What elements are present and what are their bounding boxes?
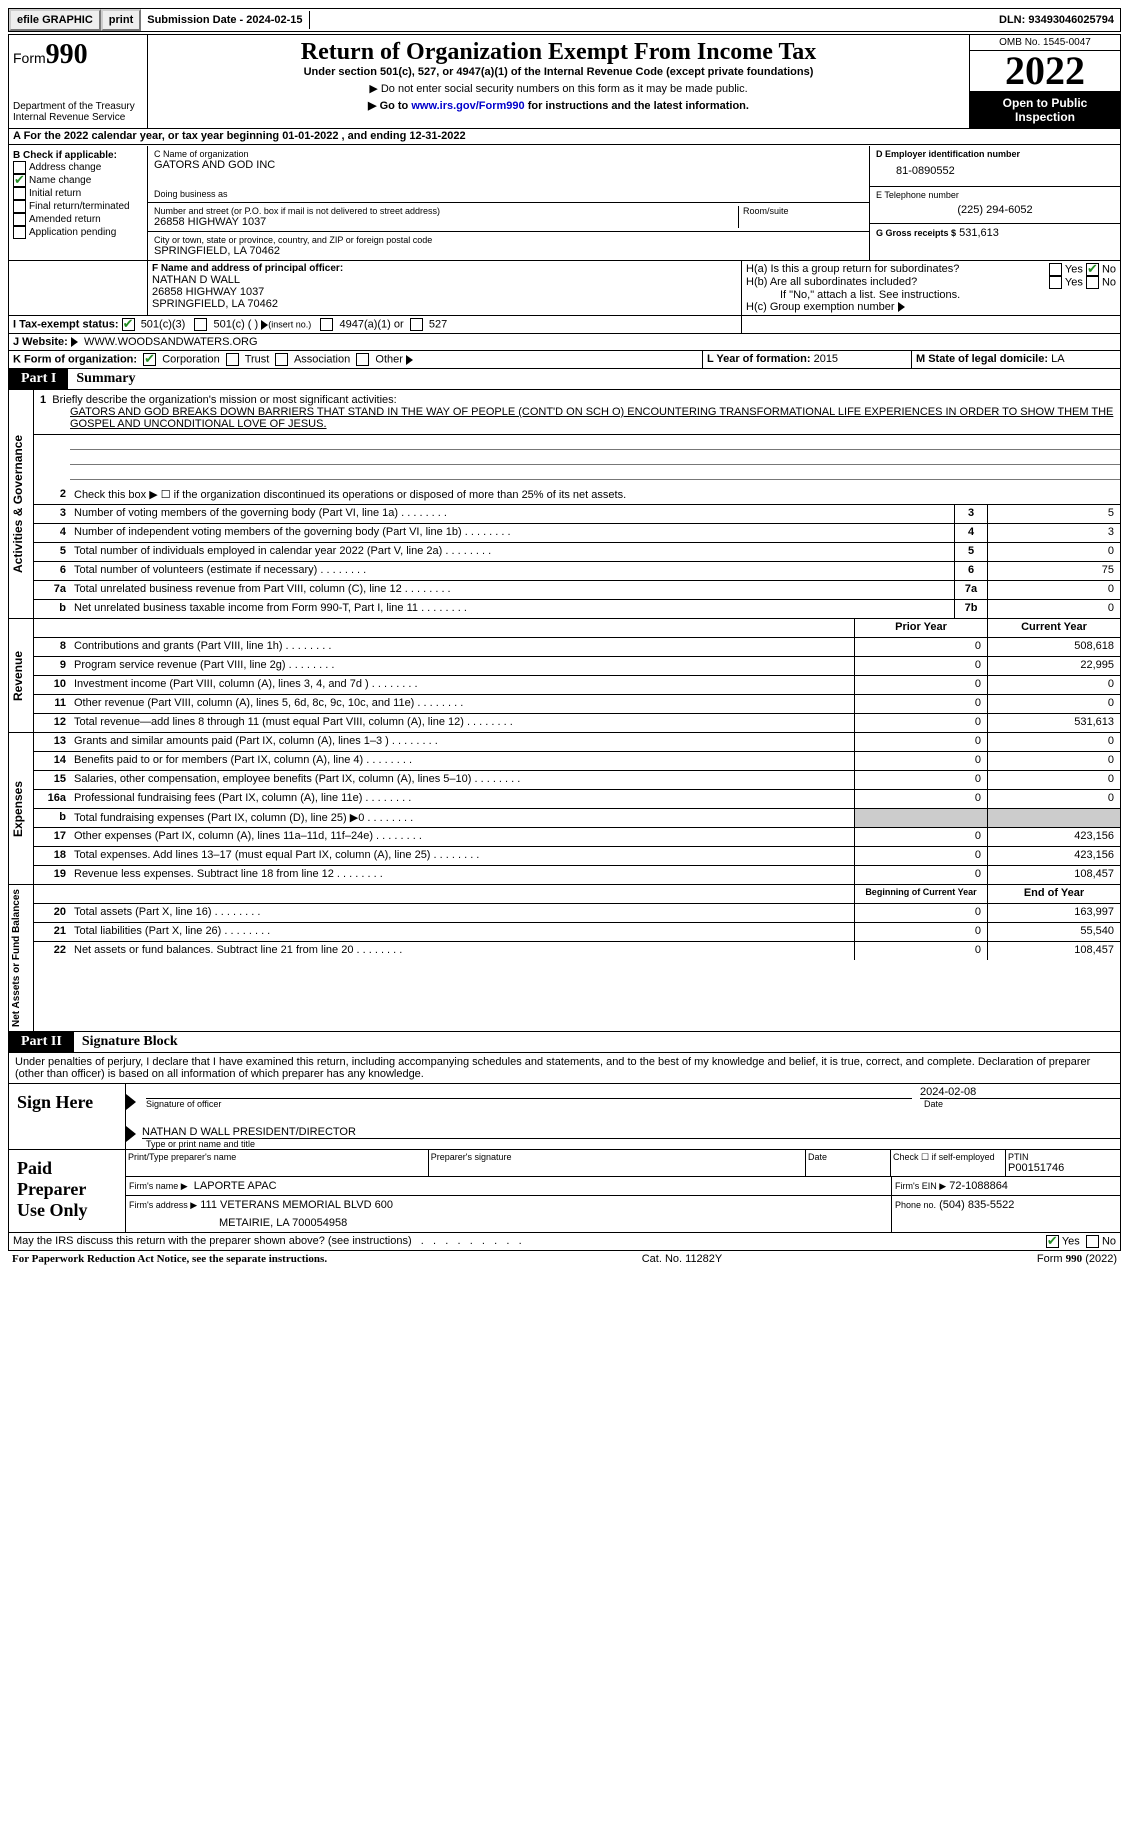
- city-cell: City or town, state or province, country…: [148, 232, 869, 260]
- print-button[interactable]: print: [101, 9, 141, 31]
- tab-expenses: Expenses: [9, 733, 34, 884]
- summary-row: 7aTotal unrelated business revenue from …: [34, 580, 1120, 599]
- summary-row: 18Total expenses. Add lines 13–17 (must …: [34, 846, 1120, 865]
- summary-row: 5Total number of individuals employed in…: [34, 542, 1120, 561]
- checkbox-final-return-terminated[interactable]: Final return/terminated: [13, 200, 143, 213]
- column-b-checkboxes: B Check if applicable: Address changeNam…: [9, 146, 148, 260]
- checkbox-amended-return[interactable]: Amended return: [13, 213, 143, 226]
- ein-cell: D Employer identification number 81-0890…: [870, 146, 1120, 187]
- summary-row: 3Number of voting members of the governi…: [34, 504, 1120, 523]
- address-cell: Number and street (or P.O. box if mail i…: [148, 203, 869, 232]
- submission-date: Submission Date - 2024-02-15: [141, 11, 309, 29]
- summary-row: 14Benefits paid to or for members (Part …: [34, 751, 1120, 770]
- phone-cell: E Telephone number (225) 294-6052: [870, 187, 1120, 224]
- org-name-cell: C Name of organization GATORS AND GOD IN…: [148, 146, 869, 203]
- form-header: Form990 Department of the Treasury Inter…: [8, 34, 1121, 129]
- summary-row: 4Number of independent voting members of…: [34, 523, 1120, 542]
- summary-row: 10Investment income (Part VIII, column (…: [34, 675, 1120, 694]
- subtitle-1: Under section 501(c), 527, or 4947(a)(1)…: [152, 66, 965, 78]
- row-i-tax-status: I Tax-exempt status: 501(c)(3) 501(c) ( …: [9, 316, 742, 333]
- summary-row: 16aProfessional fundraising fees (Part I…: [34, 789, 1120, 808]
- summary-row: bTotal fundraising expenses (Part IX, co…: [34, 808, 1120, 827]
- summary-row: 11Other revenue (Part VIII, column (A), …: [34, 694, 1120, 713]
- summary-row: 13Grants and similar amounts paid (Part …: [34, 733, 1120, 751]
- summary-row: 21Total liabilities (Part X, line 26)055…: [34, 922, 1120, 941]
- form-number: Form990: [13, 39, 143, 71]
- dept-treasury: Department of the Treasury: [13, 101, 143, 112]
- row-m-state: M State of legal domicile: LA: [912, 351, 1120, 368]
- tab-revenue: Revenue: [9, 619, 34, 732]
- checkbox-address-change[interactable]: Address change: [13, 161, 143, 174]
- summary-row: 19Revenue less expenses. Subtract line 1…: [34, 865, 1120, 884]
- tab-activities: Activities & Governance: [9, 390, 34, 618]
- signature-block: Under penalties of perjury, I declare th…: [8, 1053, 1121, 1233]
- summary-row: 20Total assets (Part X, line 16)0163,997: [34, 903, 1120, 922]
- discuss-row: May the IRS discuss this return with the…: [8, 1233, 1121, 1251]
- part-1-header: Part I Summary: [8, 369, 1121, 390]
- summary-row: 9Program service revenue (Part VIII, lin…: [34, 656, 1120, 675]
- part-2-header: Part II Signature Block: [8, 1032, 1121, 1053]
- mission-block: 1 1 Briefly describe the organization's …: [34, 390, 1120, 435]
- tab-net-assets: Net Assets or Fund Balances: [9, 885, 34, 1031]
- irs-label: Internal Revenue Service: [13, 112, 143, 123]
- dln: DLN: 93493046025794: [993, 11, 1120, 29]
- checkbox-application-pending[interactable]: Application pending: [13, 226, 143, 239]
- principal-officer: F Name and address of principal officer:…: [148, 261, 742, 315]
- perjury-declaration: Under penalties of perjury, I declare th…: [9, 1053, 1120, 1083]
- summary-row: 2Check this box ▶ ☐ if the organization …: [34, 486, 1120, 504]
- section-identity: A For the 2022 calendar year, or tax yea…: [8, 129, 1121, 369]
- arrow-icon: [898, 302, 905, 312]
- tax-year: 2022: [970, 51, 1120, 92]
- row-k-form-org: K Form of organization: Corporation Trus…: [9, 351, 703, 368]
- summary-row: 15Salaries, other compensation, employee…: [34, 770, 1120, 789]
- footer: For Paperwork Reduction Act Notice, see …: [8, 1251, 1121, 1267]
- checkbox-name-change[interactable]: Name change: [13, 174, 143, 187]
- row-j-website: J Website: WWW.WOODSANDWATERS.ORG: [9, 334, 1120, 350]
- summary-row: 22Net assets or fund balances. Subtract …: [34, 941, 1120, 960]
- gross-receipts-cell: G Gross receipts $ 531,613: [870, 224, 1120, 242]
- open-to-public: Open to Public Inspection: [970, 92, 1120, 128]
- summary-row: 6Total number of volunteers (estimate if…: [34, 561, 1120, 580]
- form-title: Return of Organization Exempt From Incom…: [152, 39, 965, 66]
- paid-preparer-label: Paid Preparer Use Only: [9, 1150, 126, 1232]
- row-a-calendar-year: A For the 2022 calendar year, or tax yea…: [9, 128, 1120, 145]
- row-l-year: L Year of formation: 2015: [703, 351, 912, 368]
- checkbox-initial-return[interactable]: Initial return: [13, 187, 143, 200]
- efile-graphic-button[interactable]: efile GRAPHIC: [9, 9, 101, 31]
- summary-row: bNet unrelated business taxable income f…: [34, 599, 1120, 618]
- arrow-icon: [126, 1094, 136, 1110]
- top-bar: efile GRAPHIC print Submission Date - 20…: [8, 8, 1121, 32]
- arrow-icon: [126, 1126, 136, 1142]
- summary-row: 17Other expenses (Part IX, column (A), l…: [34, 827, 1120, 846]
- irs-link[interactable]: www.irs.gov/Form990: [411, 100, 524, 112]
- sign-here-label: Sign Here: [9, 1084, 126, 1149]
- subtitle-2: ▶ Do not enter social security numbers o…: [152, 82, 965, 95]
- h-group-return: H(a) Is this a group return for subordin…: [742, 261, 1120, 315]
- summary-row: 8Contributions and grants (Part VIII, li…: [34, 637, 1120, 656]
- summary-row: 12Total revenue—add lines 8 through 11 (…: [34, 713, 1120, 732]
- subtitle-3: ▶ Go to www.irs.gov/Form990 for instruct…: [152, 99, 965, 112]
